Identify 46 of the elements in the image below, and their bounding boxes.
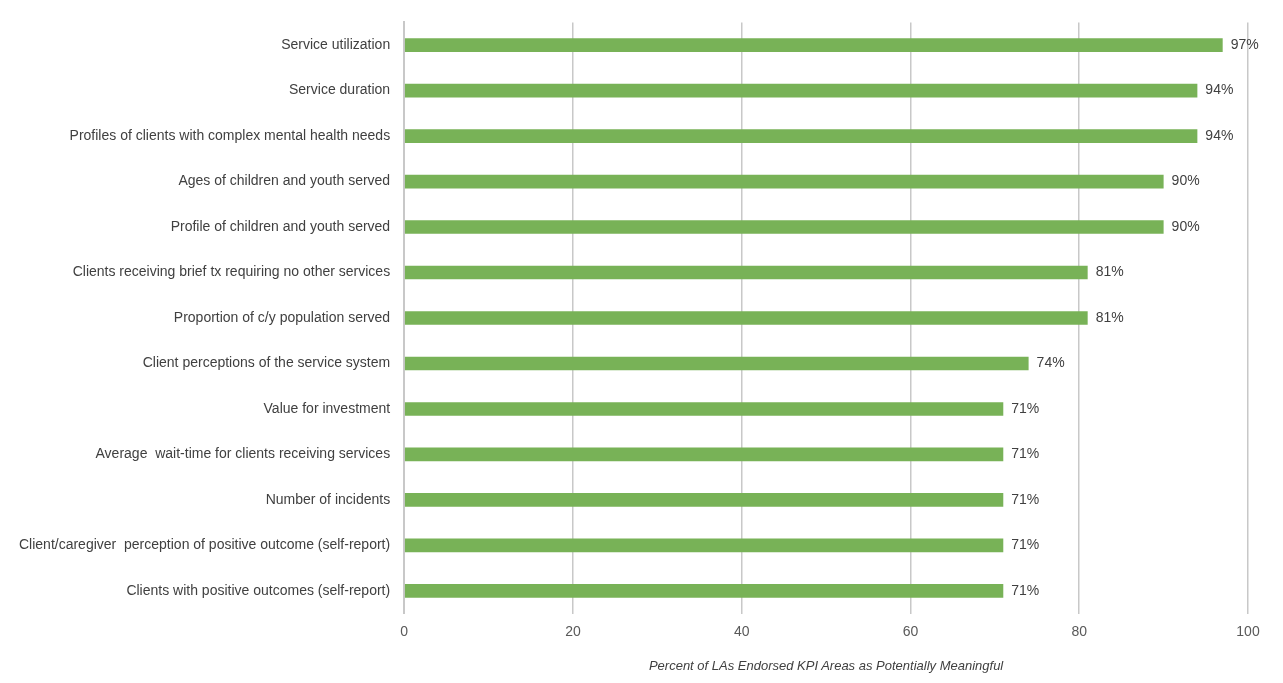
x-tick-label: 80 [1071,622,1088,639]
y-tick-label: Service duration [288,81,391,98]
data-label: 81% [1095,263,1124,280]
data-label: 71% [1011,399,1040,416]
bar [404,584,1004,598]
y-tick-label: Value for investment [263,399,391,416]
data-label: 71% [1011,581,1040,598]
bar [404,538,1004,553]
bar [404,174,1164,189]
y-tick-label: Number of incidents [265,490,391,507]
x-tick-label: 20 [565,622,581,639]
data-label: 94% [1205,126,1234,143]
bar [404,129,1198,143]
y-tick-label: Ages of children and youth served [178,172,391,189]
data-label: 97% [1230,36,1259,52]
x-axis-title: Percent of LAs Endorsed KPI Areas as Potentially Meaningful [648,657,1005,673]
y-tick-label: Service utilization [281,36,391,52]
x-tick-label: 100 [1236,622,1260,639]
bar [404,402,1004,416]
bar [404,220,1164,234]
data-label: 90% [1171,217,1200,234]
y-tick-label: Profile of children and youth served [170,217,391,234]
x-tick-label: 40 [733,622,750,639]
y-tick-label: Client perceptions of the service system [142,354,391,371]
data-label: 94% [1205,81,1234,98]
y-tick-label: Clients receiving brief tx requiring no other services [72,263,391,280]
bar [404,265,1088,280]
data-label: 71% [1011,490,1040,507]
data-label: 71% [1011,536,1040,553]
data-label: 81% [1095,308,1124,325]
data-label: 90% [1171,172,1200,189]
x-tick-label: 60 [902,622,919,639]
data-label: 74% [1036,354,1065,371]
y-tick-label: Profiles of clients with complex mental health needs [69,126,391,143]
bar [404,311,1088,325]
bar [404,83,1198,98]
y-tick-label: Average wait-time for clients receiving services [95,445,391,462]
bar [404,447,1004,462]
y-tick-label: Proportion of c/y population served [173,308,391,325]
y-tick-label: Client/caregiver perception of positive outcome (self-report) [18,536,391,553]
bar [404,38,1223,52]
bar [404,493,1004,507]
bar [404,356,1029,371]
x-tick-label: 0 [400,622,409,639]
y-tick-label: Clients with positive outcomes (self-report) [126,581,391,598]
data-label: 71% [1011,445,1040,462]
